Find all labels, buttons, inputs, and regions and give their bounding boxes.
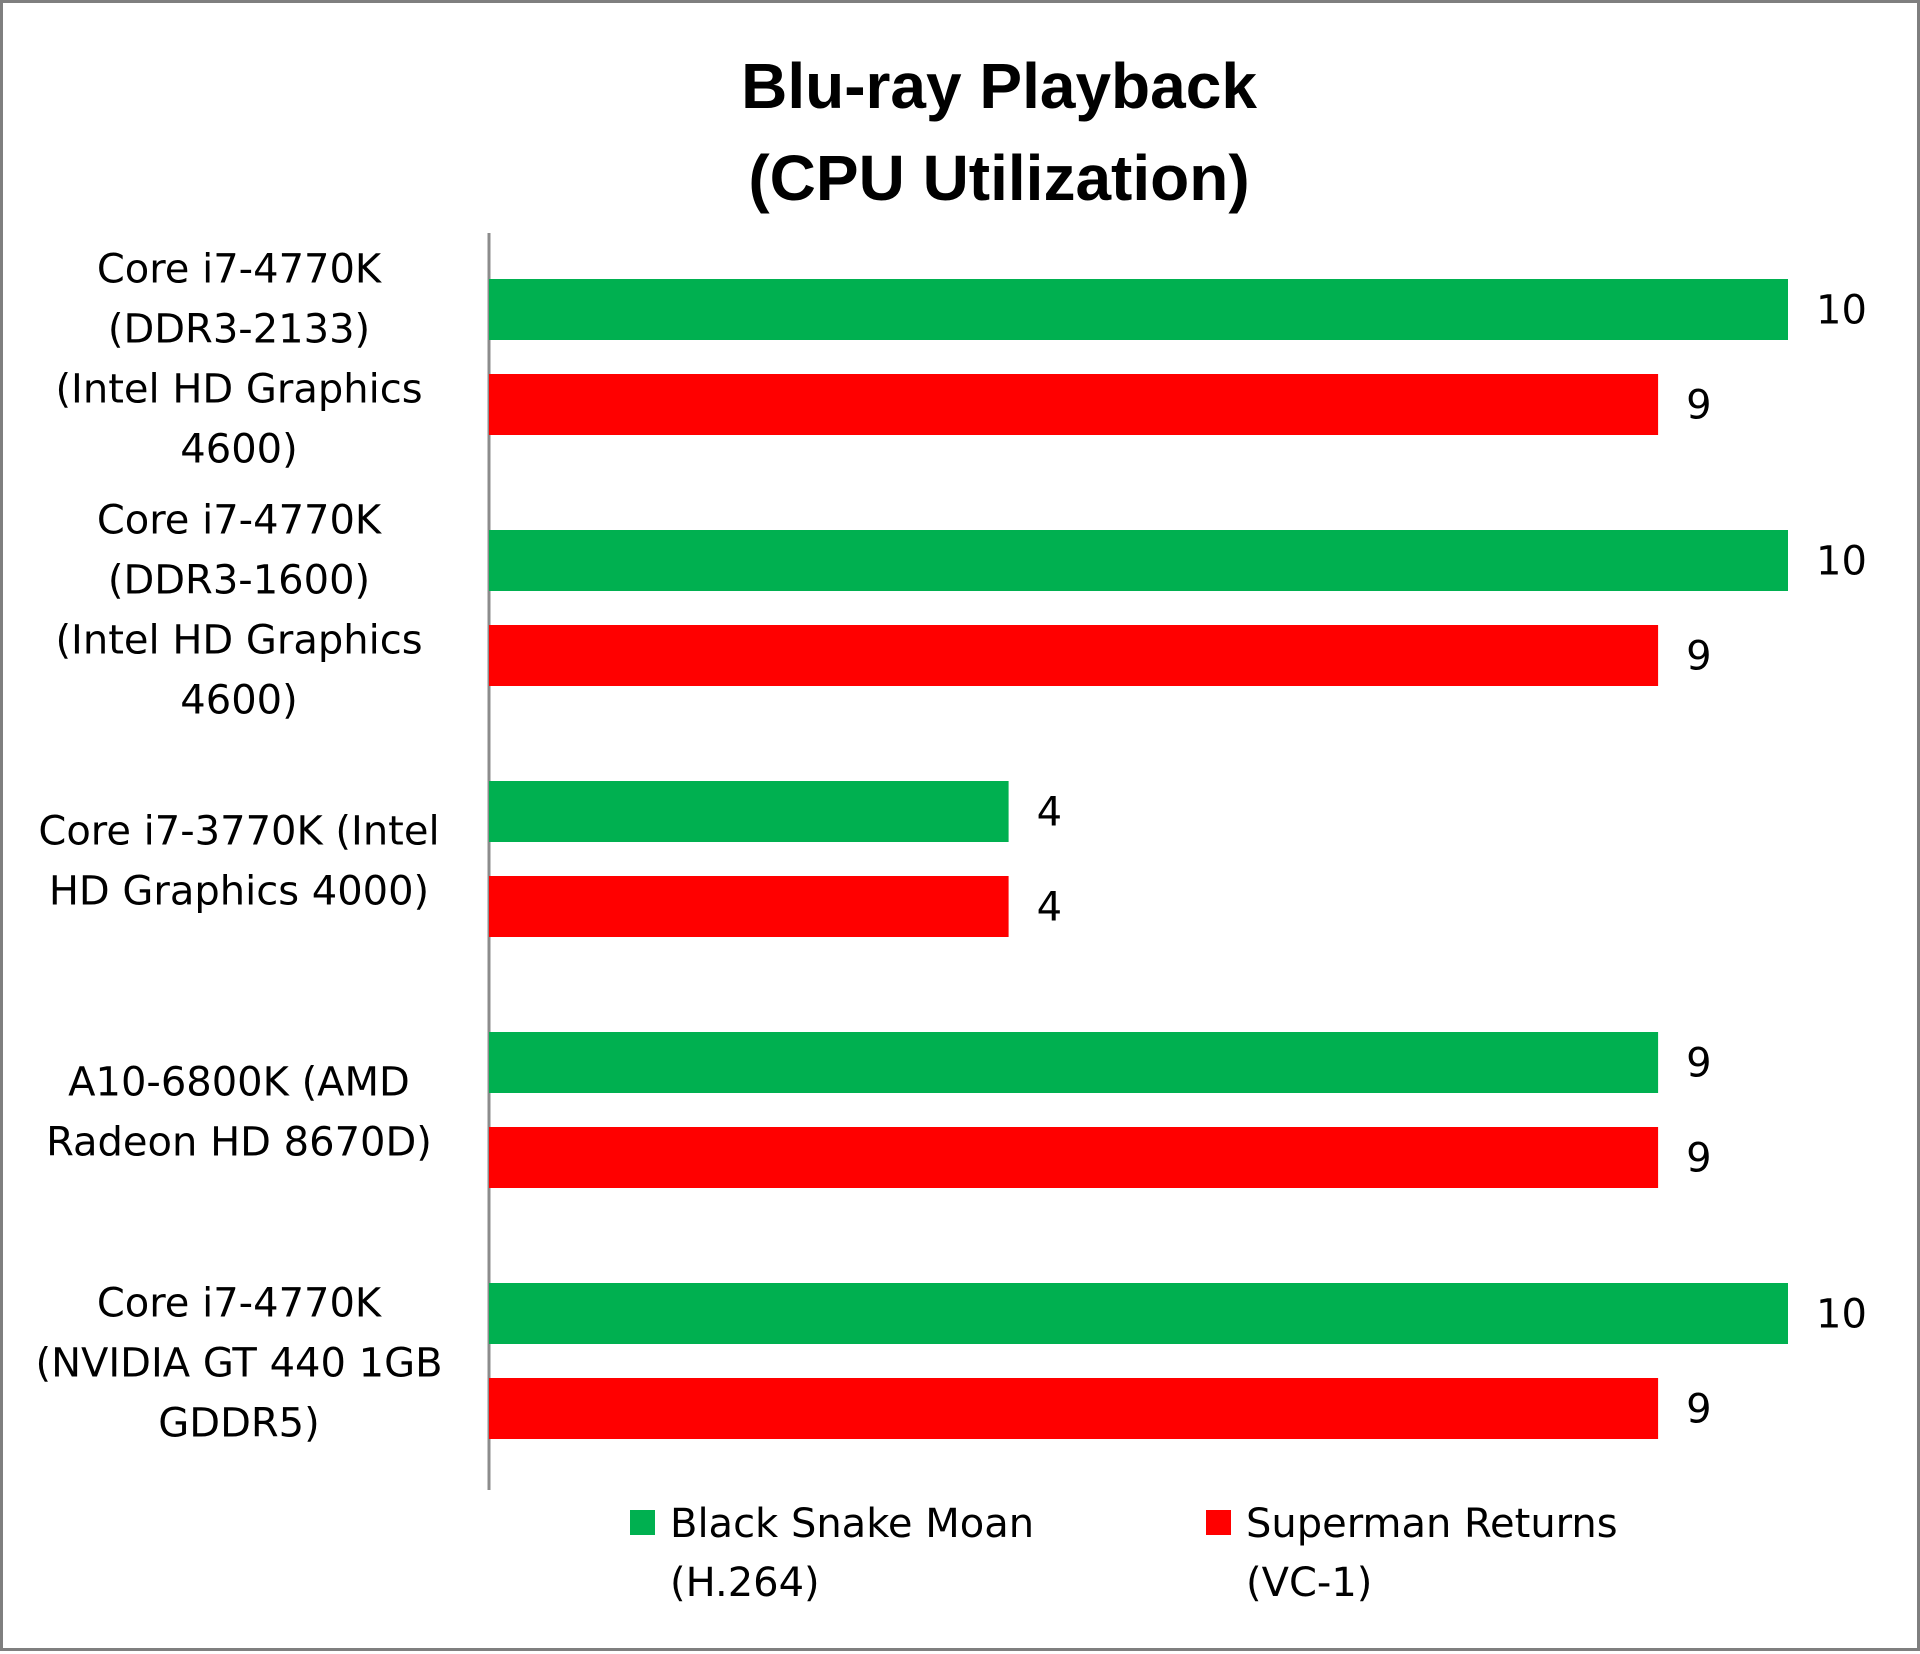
category-axis-labels: Core i7-4770K (DDR3-2133) (Intel HD Graphi… — [35, 247, 442, 1447]
bar — [489, 1283, 1788, 1344]
bar — [489, 1032, 1659, 1093]
bar — [489, 530, 1788, 591]
data-label: 9 — [1686, 383, 1711, 429]
data-label: 10 — [1816, 1292, 1867, 1338]
category-label: Core i7-4770K (DDR3-1600) (Intel HD Graphi… — [55, 498, 422, 724]
category-label: Core i7-4770K (NVIDIA GT 440 1GB GDDR5) — [35, 1281, 442, 1447]
legend-swatch — [630, 1510, 655, 1535]
data-labels: 10 9 10 9 4 4 9 9 10 9 — [1037, 288, 1867, 1433]
data-label: 9 — [1686, 1387, 1711, 1433]
chart-title-line-1: Blu-ray Playback — [741, 50, 1257, 122]
bar — [489, 1127, 1659, 1188]
bar-chart: Blu-ray Playback (CPU Utilization) Core i… — [35, 50, 1867, 1606]
category-label: Core i7-3770K (Intel HD Graphics 4000) — [38, 809, 439, 915]
data-label: 10 — [1816, 288, 1867, 334]
data-label: 9 — [1686, 1041, 1711, 1087]
chart-title-line-2: (CPU Utilization) — [748, 142, 1249, 214]
bar — [489, 279, 1788, 340]
category-label: A10-6800K (AMD Radeon HD 8670D) — [46, 1060, 432, 1166]
data-label: 10 — [1816, 539, 1867, 585]
data-label: 9 — [1686, 1136, 1711, 1182]
data-label: 9 — [1686, 634, 1711, 680]
legend: Black Snake Moan (H.264) Superman Returns(… — [630, 1501, 1618, 1606]
legend-label: Black Snake Moan (H.264) — [670, 1501, 1034, 1606]
bar — [489, 781, 1009, 842]
legend-label: Superman Returns (VC-1) — [1246, 1501, 1618, 1606]
legend-swatch — [1206, 1510, 1231, 1535]
data-label: 4 — [1037, 790, 1062, 836]
chart-title: Blu-ray Playback (CPU Utilization) — [741, 50, 1257, 214]
category-label: Core i7-4770K (DDR3-2133) (Intel HD Graphi… — [55, 247, 422, 473]
bar — [489, 1378, 1659, 1439]
bar — [489, 374, 1659, 435]
data-label: 4 — [1037, 885, 1062, 931]
bar — [489, 625, 1659, 686]
bar — [489, 876, 1009, 937]
bars — [489, 279, 1788, 1439]
